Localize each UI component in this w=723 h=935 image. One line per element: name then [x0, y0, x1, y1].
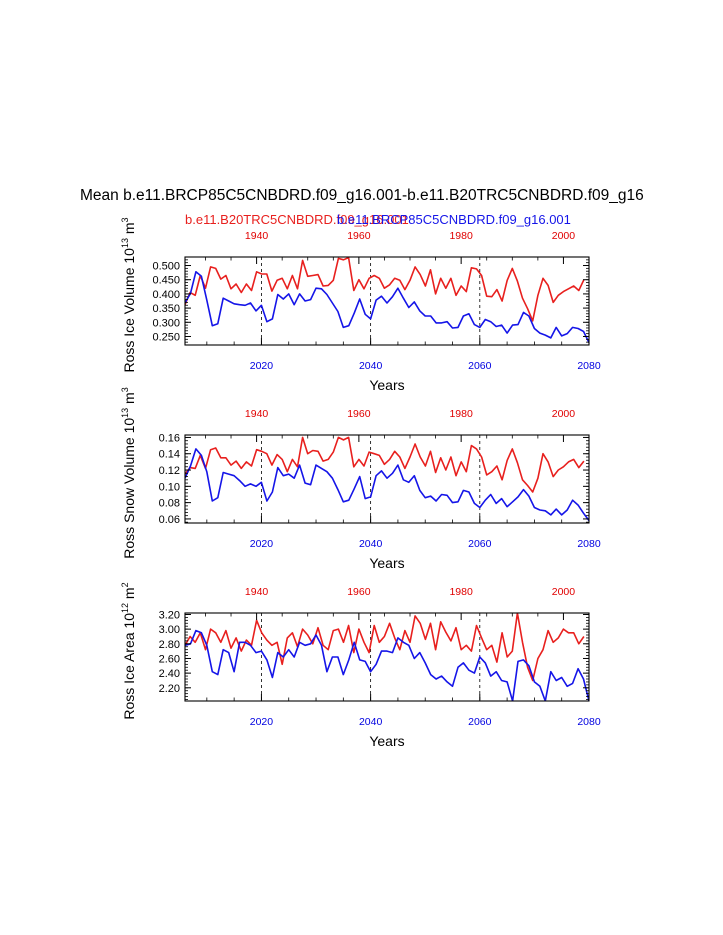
case-label-red: b.e11.B20TRC5CNBDRD.f09_g16.001	[185, 212, 409, 227]
y-axis-label: Ross Ice Volume 1013 m3	[120, 217, 137, 372]
y-tick-label: 2.20	[159, 683, 180, 695]
y-tick-label: 0.500	[152, 261, 180, 273]
y-tick-label: 0.400	[152, 289, 180, 301]
y-axis-label: Ross Ice Area 1012 m2	[120, 582, 137, 719]
panels: 0.250 0.300 0.350 0.400 0.450 0.500 2020 2040 20…	[120, 217, 601, 749]
x-bottom-tick-label: 2080	[577, 360, 601, 372]
y-tick-label: 0.250	[152, 331, 180, 343]
chart-panel-1: 0.250 0.300 0.350 0.400 0.450 0.500 2020 2040 20…	[120, 217, 601, 393]
y-tick-label: 0.10	[159, 481, 180, 493]
series-line-red	[185, 613, 585, 682]
x-axis-label: Years	[369, 377, 404, 393]
x-top-tick-label: 1940	[245, 230, 269, 242]
chart-panel-2: 0.06 0.08 0.10 0.12 0.14 0.16 2020 2040 2060 2080…	[120, 387, 601, 571]
series-line-blue	[185, 448, 589, 522]
x-bottom-tick-label: 2060	[468, 538, 492, 550]
x-bottom-tick-label: 2080	[577, 716, 601, 728]
x-bottom-tick-label: 2040	[359, 716, 383, 728]
plot-frame	[184, 256, 590, 346]
y-tick-label: 0.14	[159, 449, 180, 461]
y-tick-label: 3.00	[159, 624, 180, 636]
y-tick-label: 3.20	[159, 609, 180, 621]
x-top-tick-label: 1960	[347, 586, 371, 598]
x-top-tick-label: 2000	[552, 230, 576, 242]
series-line-blue	[185, 629, 589, 701]
x-top-tick-label: 1980	[449, 230, 473, 242]
x-bottom-tick-label: 2080	[577, 538, 601, 550]
y-tick-label: 0.450	[152, 275, 180, 287]
x-top-tick-label: 1940	[245, 586, 269, 598]
x-top-tick-label: 1960	[347, 230, 371, 242]
y-tick-label: 2.60	[159, 653, 180, 665]
x-top-tick-label: 1980	[449, 408, 473, 420]
x-top-tick-label: 1960	[347, 408, 371, 420]
x-top-tick-label: 2000	[552, 586, 576, 598]
y-tick-label: 0.06	[159, 514, 180, 526]
x-bottom-tick-label: 2060	[468, 716, 492, 728]
plot-frame	[184, 612, 590, 702]
y-tick-label: 0.16	[159, 432, 180, 444]
x-axis-label: Years	[369, 733, 404, 749]
y-tick-label: 2.80	[159, 639, 180, 651]
x-bottom-tick-label: 2020	[250, 716, 274, 728]
x-bottom-tick-label: 2020	[250, 538, 274, 550]
chart-panel-3: 2.20 2.40 2.60 2.80 3.00 3.20 2020 2040 2060 2080…	[120, 582, 601, 749]
y-tick-label: 0.12	[159, 465, 180, 477]
series-line-red	[185, 436, 585, 493]
y-tick-label: 0.08	[159, 498, 180, 510]
series-line-red	[185, 257, 585, 322]
figure-title: Mean b.e11.BRCP85C5CNBDRD.f09_g16.001-b.…	[80, 187, 644, 204]
x-top-tick-label: 1980	[449, 586, 473, 598]
y-tick-label: 0.300	[152, 317, 180, 329]
series-line-blue	[185, 270, 589, 344]
x-top-tick-label: 1940	[245, 408, 269, 420]
y-tick-label: 0.350	[152, 303, 180, 315]
x-top-tick-label: 2000	[552, 408, 576, 420]
case-label-blue: b.e11.BRCP85C5CNBDRD.f09_g16.001	[337, 212, 571, 227]
x-bottom-tick-label: 2020	[250, 360, 274, 372]
x-bottom-tick-label: 2060	[468, 360, 492, 372]
x-bottom-tick-label: 2040	[359, 360, 383, 372]
x-axis-label: Years	[369, 555, 404, 571]
plot-frame	[184, 434, 590, 524]
y-axis-label: Ross Snow Volume 1013 m3	[120, 387, 137, 558]
x-bottom-tick-label: 2040	[359, 538, 383, 550]
y-tick-label: 2.40	[159, 668, 180, 680]
